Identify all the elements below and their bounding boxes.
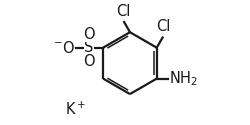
Text: S: S xyxy=(84,40,94,55)
Text: NH$_2$: NH$_2$ xyxy=(170,69,198,88)
Text: O: O xyxy=(83,54,95,69)
Text: Cl: Cl xyxy=(116,4,131,19)
Text: Cl: Cl xyxy=(156,19,170,34)
Text: $^{-}$O: $^{-}$O xyxy=(53,40,75,56)
Text: O: O xyxy=(83,26,95,42)
Text: K$^+$: K$^+$ xyxy=(65,100,86,118)
